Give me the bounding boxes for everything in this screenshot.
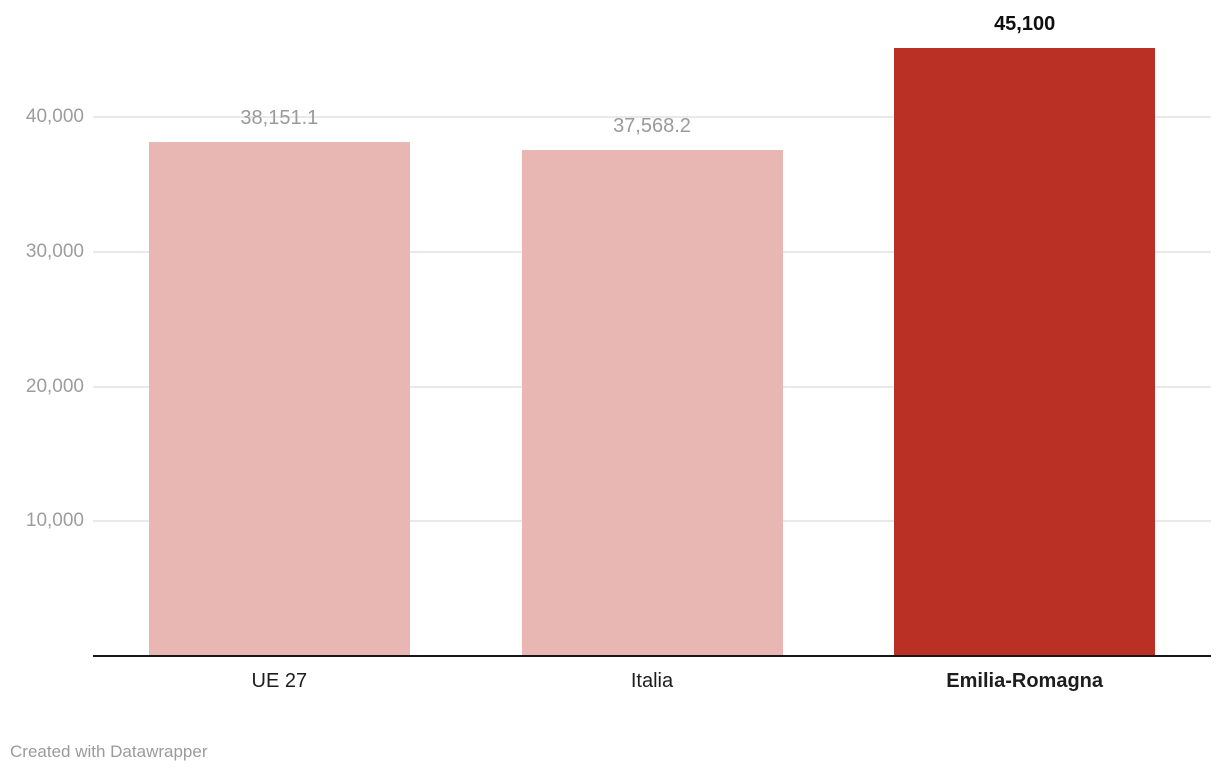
x-axis-category-label: Italia bbox=[630, 670, 674, 692]
bar-italia bbox=[521, 149, 783, 656]
y-axis-tick-label: 40,000 bbox=[25, 106, 84, 127]
datawrapper-attribution-link[interactable]: Created with Datawrapper bbox=[10, 742, 208, 761]
bar-value-label: 38,151.1 bbox=[240, 106, 319, 129]
bar-ue-27 bbox=[148, 141, 410, 656]
bar-value-label: 45,100 bbox=[994, 13, 1056, 36]
bar-value-label: 37,568.2 bbox=[613, 114, 691, 137]
x-axis-category-label: UE 27 bbox=[251, 670, 308, 692]
x-axis-line bbox=[93, 655, 1211, 657]
bar-emilia-romagna bbox=[894, 48, 1156, 656]
y-gridline bbox=[93, 116, 1211, 118]
y-axis-tick-label: 20,000 bbox=[25, 375, 84, 397]
y-axis-tick-label: 30,000 bbox=[25, 240, 84, 262]
chart-footer: Created with Datawrapper bbox=[10, 742, 207, 762]
y-axis-tick-label: 10,000 bbox=[25, 510, 84, 532]
x-axis-category-label: Emilia-Romagna bbox=[946, 670, 1103, 692]
